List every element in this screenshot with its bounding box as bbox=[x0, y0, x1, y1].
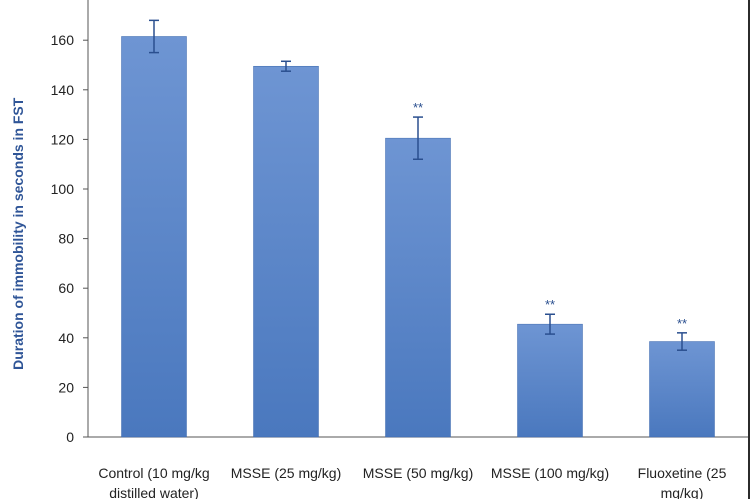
significance-label-3: ** bbox=[545, 297, 555, 312]
x-tick-label-3-0: MSSE (100 mg/kg) bbox=[491, 465, 609, 481]
x-tick-label-2-0: MSSE (50 mg/kg) bbox=[363, 465, 473, 481]
y-tick-label-100: 100 bbox=[51, 181, 75, 197]
x-tick-label-0-1: distilled water) bbox=[109, 485, 198, 499]
y-tick-label-120: 120 bbox=[51, 131, 75, 147]
y-tick-label-0: 0 bbox=[66, 429, 74, 445]
significance-label-4: ** bbox=[677, 316, 687, 331]
y-tick-label-20: 20 bbox=[58, 379, 74, 395]
y-tick-label-60: 60 bbox=[58, 280, 74, 296]
frame-border bbox=[748, 0, 750, 499]
significance-label-2: ** bbox=[413, 100, 423, 115]
y-axis-title: Duration of immobility in seconds in FST bbox=[10, 97, 26, 370]
y-tick-label-40: 40 bbox=[58, 330, 74, 346]
x-tick-label-0-0: Control (10 mg/kg bbox=[98, 465, 209, 481]
labels: 020406080100120140160180Duration of immo… bbox=[10, 32, 727, 501]
y-tick-label-140: 140 bbox=[51, 82, 75, 98]
bar-0 bbox=[121, 36, 187, 438]
bars bbox=[121, 19, 715, 438]
bar-4 bbox=[649, 341, 715, 438]
x-tick-label-1-0: MSSE (25 mg/kg) bbox=[231, 465, 341, 481]
bar-2 bbox=[385, 137, 451, 438]
bar-3 bbox=[517, 323, 583, 438]
bar-1 bbox=[253, 65, 319, 438]
y-tick-label-160: 160 bbox=[51, 32, 75, 48]
x-tick-label-4-1: mg/kg) bbox=[661, 485, 704, 499]
y-tick-label-80: 80 bbox=[58, 231, 74, 247]
x-tick-label-4-0: Fluoxetine (25 bbox=[638, 465, 727, 481]
